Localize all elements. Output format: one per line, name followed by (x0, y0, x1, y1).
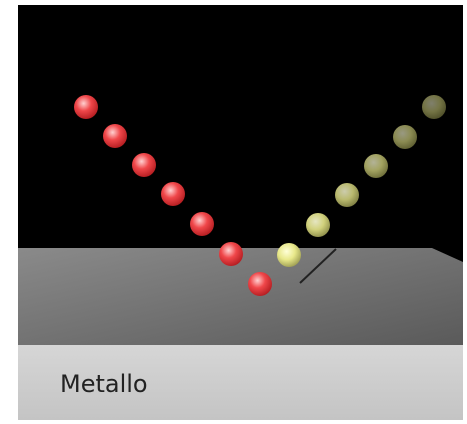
particle (277, 243, 301, 267)
normal-line (299, 248, 337, 284)
particle (393, 125, 417, 149)
particle (74, 95, 98, 119)
particle (219, 242, 243, 266)
particle (364, 154, 388, 178)
particle (306, 213, 330, 237)
reflected-particles (277, 95, 446, 267)
metal-surface (18, 248, 463, 345)
particle (103, 124, 127, 148)
particle (190, 212, 214, 236)
label: Metallo (60, 370, 148, 398)
particle (161, 182, 185, 206)
particle (422, 95, 446, 119)
particle (132, 153, 156, 177)
particle (335, 183, 359, 207)
label-band (18, 345, 463, 420)
particle (248, 272, 272, 296)
incident-particles (74, 95, 272, 296)
